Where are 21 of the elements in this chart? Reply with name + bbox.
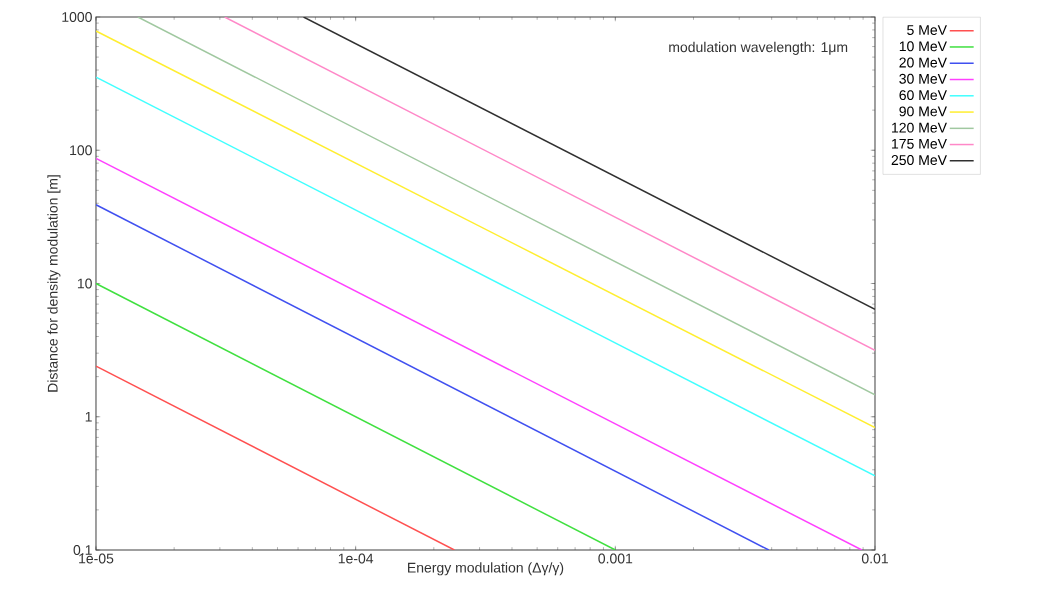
legend-label: 120 MeV	[892, 122, 947, 133]
legend-label: 30 MeV	[899, 73, 947, 84]
legend-label: 175 MeV	[892, 138, 947, 149]
legend-label: 5 MeV	[907, 25, 947, 35]
legend-label: 60 MeV	[899, 90, 947, 101]
legend-label: 90 MeV	[899, 106, 947, 117]
legend-label: 250 MeV	[891, 155, 947, 166]
x-axis-title: Energy modulation (Δγ/γ)	[408, 562, 564, 576]
y-axis-title: Distance for density modulation [m]	[47, 175, 61, 392]
x-tick-label: 1e-04	[338, 553, 374, 564]
y-tick-label: 1000	[62, 12, 92, 22]
y-tick-label: 0.1	[73, 545, 92, 555]
y-tick-label: 100	[70, 145, 92, 156]
x-tick-label: 1e-05	[79, 553, 114, 564]
y-tick-label: 1	[85, 411, 92, 422]
x-tick-label: 0.001	[598, 553, 633, 564]
legend-label: 10 MeV	[899, 41, 947, 52]
y-tick-label: 10	[77, 278, 92, 289]
legend-label: 20 MeV	[899, 57, 947, 68]
x-tick-label: 0.01	[861, 553, 888, 564]
annotation: modulation wavelength: 1μm	[669, 41, 848, 55]
